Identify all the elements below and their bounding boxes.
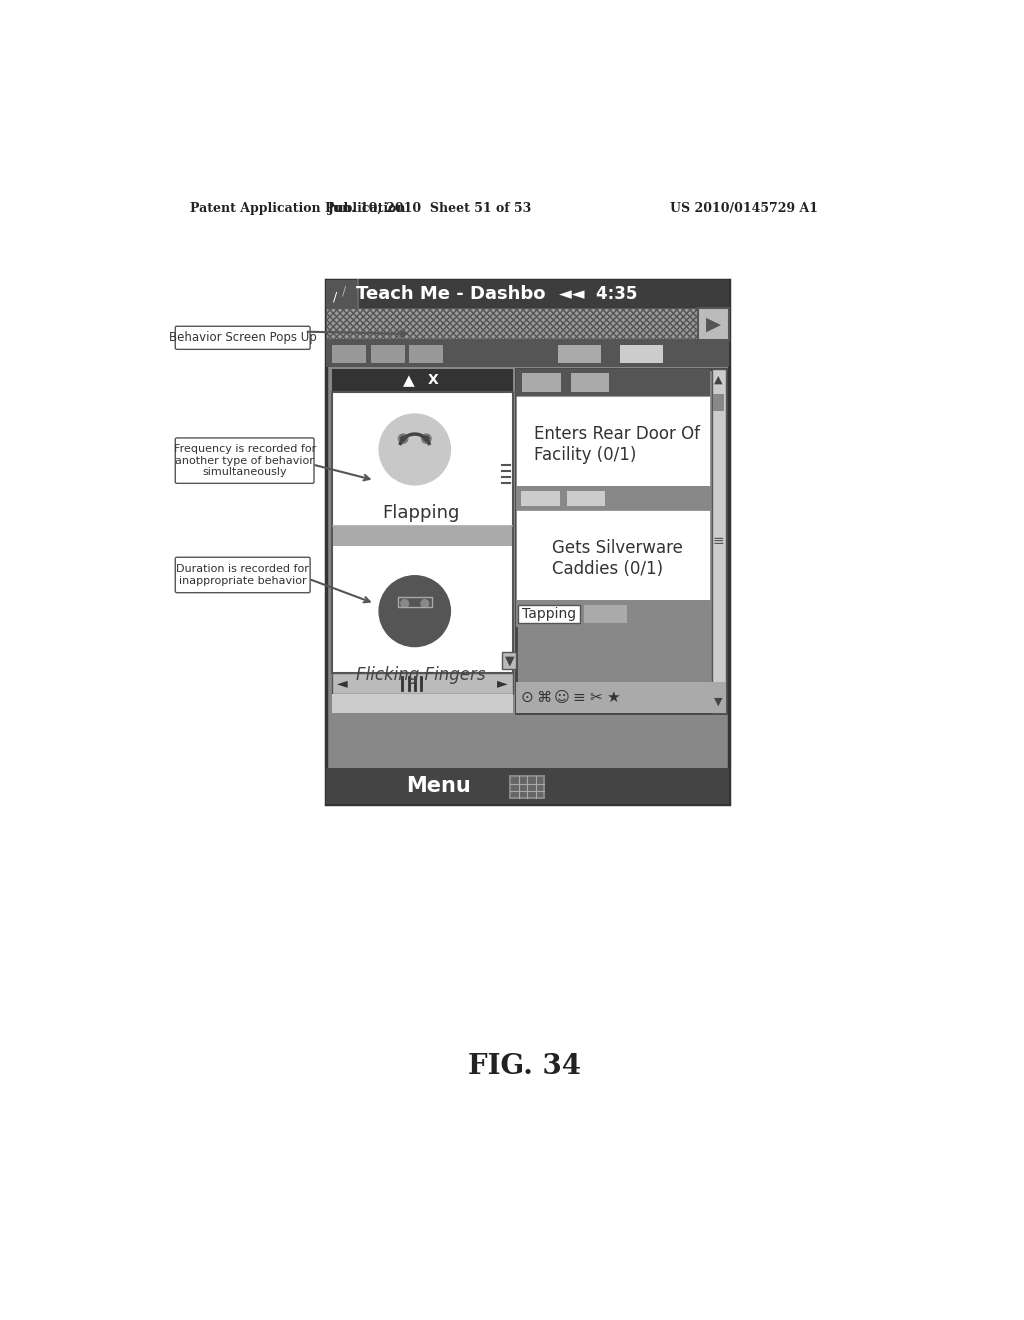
- Text: ▼: ▼: [505, 653, 514, 667]
- Circle shape: [400, 437, 406, 441]
- Bar: [332, 345, 366, 363]
- Bar: [522, 374, 561, 392]
- Text: X: X: [428, 374, 438, 387]
- Bar: [558, 345, 601, 363]
- Text: US 2010/0145729 A1: US 2010/0145729 A1: [671, 202, 818, 215]
- Text: /: /: [342, 284, 346, 297]
- Text: Tapping: Tapping: [522, 607, 575, 622]
- Bar: [332, 392, 513, 673]
- Text: ★: ★: [605, 690, 620, 705]
- Text: Gets Silverware
Caddies (0/1): Gets Silverware Caddies (0/1): [552, 540, 682, 578]
- Text: FIG. 34: FIG. 34: [468, 1053, 582, 1081]
- Bar: [326, 768, 729, 804]
- Bar: [585, 605, 627, 623]
- Circle shape: [424, 437, 429, 441]
- Text: ≡: ≡: [713, 533, 724, 548]
- FancyBboxPatch shape: [175, 326, 310, 350]
- Circle shape: [422, 434, 431, 444]
- Text: Teach Me - Dashbo: Teach Me - Dashbo: [356, 285, 546, 302]
- Bar: [516, 601, 710, 627]
- Text: /: /: [333, 290, 337, 304]
- Bar: [697, 308, 729, 341]
- FancyBboxPatch shape: [175, 438, 314, 483]
- Text: ⌘: ⌘: [537, 690, 552, 705]
- FancyBboxPatch shape: [175, 557, 310, 593]
- Bar: [410, 345, 443, 363]
- Bar: [510, 776, 544, 797]
- Bar: [397, 597, 432, 607]
- Text: ⊙: ⊙: [521, 690, 534, 705]
- Bar: [334, 527, 512, 545]
- Bar: [326, 280, 729, 804]
- Text: Patent Application Publication: Patent Application Publication: [190, 202, 406, 215]
- Bar: [503, 652, 516, 669]
- Circle shape: [398, 434, 408, 444]
- Text: ►: ►: [497, 677, 508, 690]
- Bar: [518, 605, 580, 623]
- Text: Duration is recorded for
inappropriate behavior: Duration is recorded for inappropriate b…: [176, 564, 309, 586]
- Bar: [326, 308, 729, 341]
- Text: ▲: ▲: [715, 375, 723, 384]
- Text: ▼: ▼: [715, 697, 723, 708]
- Bar: [371, 345, 404, 363]
- Text: ≡: ≡: [571, 690, 585, 705]
- Text: ◄: ◄: [337, 677, 348, 690]
- Text: ▶: ▶: [706, 314, 721, 334]
- Bar: [516, 368, 710, 396]
- Text: Flicking Fingers: Flicking Fingers: [356, 667, 485, 684]
- Text: Jun. 10, 2010  Sheet 51 of 53: Jun. 10, 2010 Sheet 51 of 53: [328, 202, 532, 215]
- Circle shape: [379, 576, 451, 647]
- Text: ◄◄  4:35: ◄◄ 4:35: [559, 285, 638, 302]
- Text: Menu: Menu: [406, 776, 470, 796]
- Text: Frequency is recorded for
another type of behavior
simultaneously: Frequency is recorded for another type o…: [173, 444, 315, 478]
- Text: Flapping: Flapping: [382, 504, 460, 523]
- Bar: [570, 374, 609, 392]
- Bar: [621, 345, 663, 363]
- Bar: [516, 396, 710, 487]
- Bar: [326, 280, 729, 308]
- Bar: [332, 368, 513, 392]
- Bar: [521, 491, 560, 507]
- Bar: [328, 309, 697, 339]
- Text: Enters Rear Door Of
Facility (0/1): Enters Rear Door Of Facility (0/1): [535, 425, 700, 465]
- Bar: [326, 280, 358, 308]
- Bar: [516, 486, 710, 510]
- Bar: [712, 368, 726, 713]
- Bar: [566, 491, 605, 507]
- Text: ✂: ✂: [589, 690, 602, 705]
- Bar: [332, 694, 513, 713]
- Bar: [516, 368, 726, 713]
- Bar: [516, 510, 710, 601]
- Bar: [332, 673, 513, 694]
- Circle shape: [421, 599, 429, 607]
- Text: Behavior Screen Pops Up: Behavior Screen Pops Up: [169, 331, 316, 345]
- Bar: [713, 393, 724, 411]
- Text: ▲: ▲: [403, 372, 415, 388]
- Bar: [516, 682, 726, 713]
- Text: ☺: ☺: [553, 690, 569, 705]
- Circle shape: [379, 414, 451, 484]
- Circle shape: [400, 599, 409, 607]
- Bar: [326, 341, 729, 367]
